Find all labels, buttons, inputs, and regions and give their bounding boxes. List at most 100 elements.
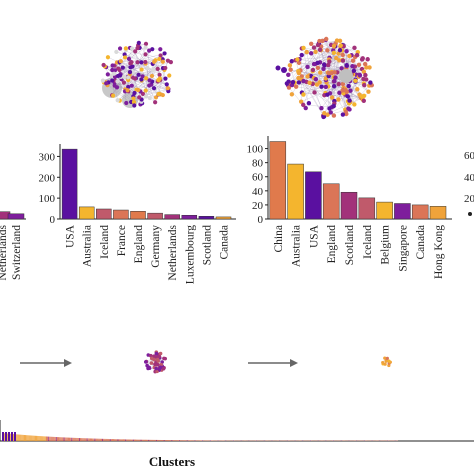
right-network-edge <box>298 71 364 84</box>
left-network-node <box>118 59 123 64</box>
right-chart-bar <box>305 171 322 220</box>
right-chart-category-label: Scotland <box>344 225 356 265</box>
partial-chart-ytick-label: 20 <box>464 193 474 205</box>
strip-bar <box>63 437 65 441</box>
strip-bar <box>127 439 129 441</box>
right-network-node <box>324 36 329 42</box>
left-network-node <box>145 65 150 70</box>
right-network-node <box>319 105 324 111</box>
middle-chart-bar <box>61 148 78 220</box>
strip-bar <box>61 437 63 441</box>
middle-chart-category-label: USA <box>65 224 77 248</box>
strip-bar <box>44 436 46 441</box>
left-network-node <box>147 78 152 83</box>
right-network-node <box>326 73 331 79</box>
right-network-node <box>361 98 366 103</box>
left-network-node <box>110 78 115 83</box>
left-network-node <box>116 73 121 79</box>
right-network-node <box>317 38 322 44</box>
bar-chart-right: 0 20 40 60 80 100 China Australia USA England Scot… <box>247 136 452 279</box>
middle-chart-category-label: Australia <box>82 225 94 267</box>
right-network-node <box>327 59 332 64</box>
strip-bar <box>206 440 208 441</box>
mid-small-cluster-node <box>162 356 166 361</box>
strip-bar <box>138 439 140 441</box>
left-network-node <box>136 72 141 77</box>
mid-small-cluster-node <box>154 366 158 371</box>
right-network-node <box>286 72 291 78</box>
strip-bar <box>185 440 187 441</box>
middle-chart-category-label: Netherlands <box>167 224 179 280</box>
strip-bar <box>66 437 68 441</box>
strip-bar <box>75 437 77 441</box>
strip-bar <box>99 438 101 441</box>
right-network-node <box>336 81 341 87</box>
left-network-edge <box>128 47 146 60</box>
right-network-node <box>323 76 328 81</box>
left-network-node <box>126 84 131 89</box>
right-network-node <box>334 55 339 61</box>
right-network-node <box>305 74 310 79</box>
strip-bar <box>143 439 145 441</box>
left-network-node <box>114 85 120 90</box>
strip-bar <box>202 440 204 441</box>
right-network-edge <box>301 79 324 116</box>
left-network-node <box>126 56 132 61</box>
middle-chart-bar <box>147 212 163 220</box>
left-network-node <box>110 67 115 73</box>
left-network-node <box>122 55 128 60</box>
strip-bar <box>50 436 52 441</box>
strip-bar <box>137 439 139 441</box>
strip-bar <box>11 432 13 441</box>
left-network-edge <box>141 79 169 92</box>
right-chart-category-label: Hong Kong <box>433 225 445 279</box>
right-small-cluster-node <box>381 360 385 365</box>
strip-bar <box>81 438 83 441</box>
bar-chart-right-partial: 60 40 20 <box>464 150 474 216</box>
left-network-node <box>150 47 155 52</box>
left-network-node <box>125 88 130 93</box>
left-network-node <box>160 92 165 98</box>
strip-bar <box>7 433 9 441</box>
left-network-node <box>155 66 160 71</box>
right-network-node <box>347 107 352 112</box>
right-network-node <box>310 67 316 73</box>
right-network-node <box>325 48 330 53</box>
right-network-node <box>331 103 336 109</box>
mid-small-cluster-edge <box>145 361 161 368</box>
left-network-node <box>132 103 137 108</box>
strip-bar <box>4 433 6 441</box>
left-network-node <box>120 65 125 70</box>
strip-bar <box>22 434 24 441</box>
right-network-node <box>289 59 294 64</box>
right-chart-ytick-label: 60 <box>252 172 264 184</box>
left-network-edge <box>138 81 153 91</box>
strip-bar <box>57 437 58 441</box>
strip-bar <box>112 439 113 441</box>
right-network-node <box>367 65 372 70</box>
right-chart-bar <box>322 183 340 220</box>
right-network-node <box>347 53 352 59</box>
strip-bar <box>175 440 177 441</box>
strip-bar <box>170 440 172 441</box>
mid-small-cluster-node <box>152 354 156 358</box>
mid-small-cluster-node <box>147 365 151 370</box>
strip-bar <box>126 439 128 441</box>
left-network-node <box>129 46 135 51</box>
left-network-node <box>143 41 149 46</box>
right-network-node <box>296 75 301 81</box>
strip-bar <box>32 435 34 441</box>
strip-bar <box>95 438 97 441</box>
strip-bar <box>189 440 190 441</box>
right-chart-category-label: Belgium <box>380 225 392 265</box>
strip-bar <box>128 439 130 441</box>
right-network-edge <box>339 40 358 53</box>
x-axis-label-clusters: Clusters <box>149 454 195 469</box>
left-network-node <box>131 100 137 105</box>
strip-bar <box>173 440 175 441</box>
strip-bar <box>207 440 209 441</box>
strip-bar <box>119 439 121 441</box>
strip-bar <box>139 439 141 441</box>
right-network-node <box>299 52 304 58</box>
strip-bar <box>167 440 168 441</box>
